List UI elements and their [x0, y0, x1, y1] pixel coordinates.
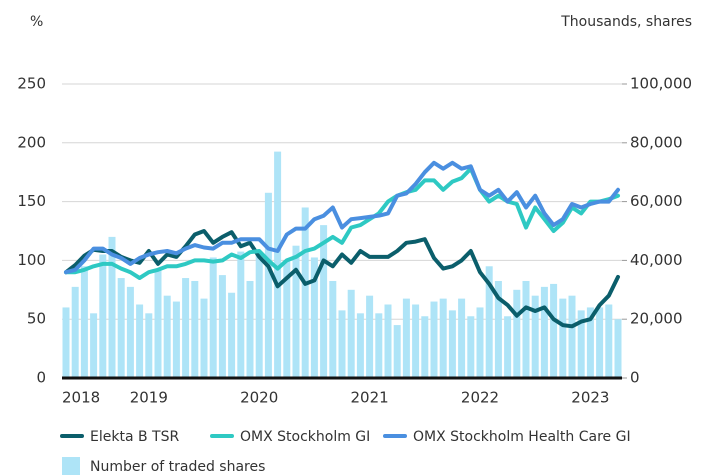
y2-tick-label: 80,000	[630, 133, 683, 151]
bar	[540, 286, 548, 378]
bar	[586, 307, 594, 378]
bar	[218, 275, 226, 378]
bar	[90, 313, 98, 378]
bar	[62, 307, 70, 378]
y-tick-label: 150	[17, 192, 46, 210]
legend-label: OMX Stockholm Health Care GI	[413, 429, 631, 445]
legend-label: Elekta B TSR	[90, 429, 179, 445]
y2-tick-label: 40,000	[630, 251, 683, 269]
bar	[559, 298, 567, 378]
bar	[347, 289, 355, 378]
bar	[605, 304, 613, 378]
bar	[99, 254, 107, 378]
bar	[568, 295, 576, 378]
line-series	[64, 229, 620, 329]
bar	[310, 257, 318, 378]
line-series	[64, 166, 620, 280]
bar	[80, 266, 88, 378]
y-tick-label: 250	[17, 75, 46, 93]
x-tick-label: 2018	[62, 389, 100, 407]
bar	[513, 289, 521, 378]
legend-label: OMX Stockholm GI	[240, 429, 370, 445]
bar	[467, 316, 475, 378]
y2-tick-label: 100,000	[630, 75, 692, 93]
bar	[366, 295, 374, 378]
y-tick-label: 100	[17, 251, 46, 269]
x-tick-label: 2023	[571, 389, 609, 407]
bar	[458, 298, 466, 378]
x-tick-label: 2020	[240, 389, 278, 407]
bar	[228, 292, 236, 378]
y2-tick-label: 0	[630, 369, 640, 387]
bar	[522, 280, 530, 378]
bar	[320, 225, 328, 378]
legend-swatch	[62, 457, 80, 475]
y2-axis-label: Thousands, shares	[560, 14, 692, 30]
bar	[274, 151, 282, 378]
bar	[200, 298, 208, 378]
bar	[264, 192, 272, 378]
bar	[531, 295, 539, 378]
bar	[283, 260, 291, 378]
bar	[402, 298, 410, 378]
y-tick-label: 50	[27, 310, 46, 328]
bar	[172, 301, 180, 378]
y-tick-label: 200	[17, 133, 46, 151]
line-series	[64, 160, 620, 275]
bar	[182, 278, 190, 378]
bar	[237, 251, 245, 378]
y2-tick-label: 60,000	[630, 192, 683, 210]
bar	[412, 304, 420, 378]
bar	[421, 316, 429, 378]
bar	[384, 304, 392, 378]
bar	[246, 280, 254, 378]
y-axis-label: %	[30, 14, 43, 30]
bar	[356, 313, 364, 378]
legend-label: Number of traded shares	[90, 459, 265, 475]
bar	[430, 301, 438, 378]
bar	[136, 304, 144, 378]
bar	[375, 313, 383, 378]
bar	[329, 280, 337, 378]
bar	[163, 295, 171, 378]
bar	[494, 280, 502, 378]
bar	[577, 310, 585, 378]
bar	[393, 325, 401, 378]
bar	[485, 266, 493, 378]
y2-tick-label: 20,000	[630, 310, 683, 328]
bar	[154, 269, 162, 378]
x-tick-label: 2021	[351, 389, 389, 407]
bar	[448, 310, 456, 378]
bar	[504, 316, 512, 378]
bar	[596, 307, 604, 378]
bar	[126, 286, 134, 378]
bar	[191, 280, 199, 378]
bar	[301, 207, 309, 378]
bar	[145, 313, 153, 378]
bar	[338, 310, 346, 378]
bar	[614, 319, 622, 378]
x-tick-label: 2019	[130, 389, 168, 407]
bar	[439, 298, 447, 378]
bar	[108, 236, 116, 378]
bar	[117, 278, 125, 378]
bar	[255, 254, 263, 378]
bar	[209, 257, 217, 378]
x-tick-label: 2022	[461, 389, 499, 407]
bar	[476, 307, 484, 378]
y-tick-label: 0	[36, 369, 46, 387]
bar	[71, 286, 79, 378]
bar	[550, 283, 558, 378]
bar	[292, 245, 300, 378]
